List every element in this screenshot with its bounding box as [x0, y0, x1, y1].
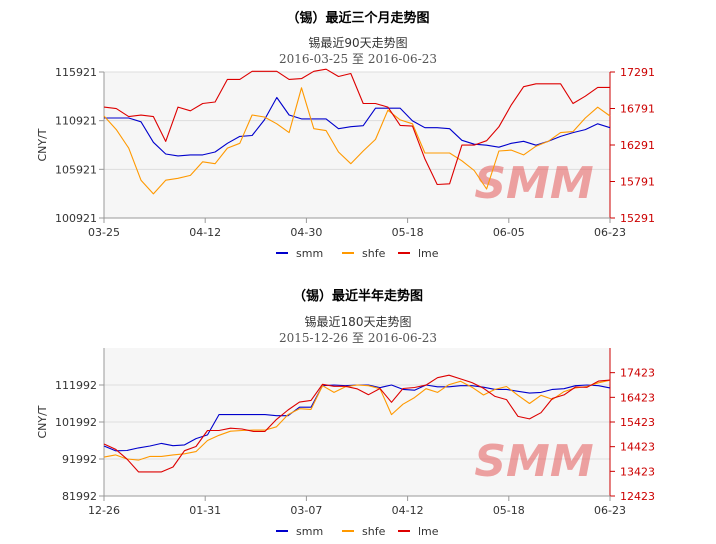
date-separator: 至: [351, 52, 364, 66]
left-axis-tick-label: 101992: [55, 416, 97, 429]
date-from: 2016-03-25: [278, 52, 349, 66]
y-axis-label: CNY/T: [36, 405, 49, 438]
right-axis-tick-label: 16791: [620, 103, 655, 116]
right-axis-tick-label: 13423: [620, 465, 655, 478]
plot-area: [104, 72, 610, 218]
x-axis-tick-label: 06-23: [594, 226, 626, 239]
date-to: 2016-06-23: [367, 331, 438, 345]
legend-label-shfe: shfe: [362, 247, 386, 260]
left-axis-tick-label: 91992: [62, 453, 97, 466]
legend-label-smm: smm: [296, 525, 323, 538]
series-line-smm: [103, 384, 611, 452]
plot-area: [104, 348, 610, 496]
chart-title: （锡）最近三个月走势图: [286, 11, 430, 26]
y-axis-label: CNY/T: [36, 128, 49, 161]
legend-label-smm: smm: [296, 247, 323, 260]
left-axis-tick-label: 111992: [55, 379, 97, 392]
left-axis-tick-label: 110921: [55, 115, 97, 128]
series-line-lme: [103, 374, 611, 473]
x-axis-tick-label: 05-18: [392, 226, 424, 239]
right-axis-tick-label: 16291: [620, 139, 655, 152]
date-from: 2015-12-26: [278, 331, 349, 345]
x-axis-tick-label: 04-12: [392, 504, 424, 517]
x-axis-tick-label: 05-18: [493, 504, 525, 517]
legend-label-lme: lme: [418, 525, 439, 538]
x-axis-tick-label: 04-30: [290, 226, 322, 239]
x-axis-tick-label: 01-31: [189, 504, 221, 517]
watermark-logo: SMM: [474, 158, 593, 209]
right-axis-tick-label: 15291: [620, 212, 655, 225]
series-line-shfe: [103, 379, 611, 461]
legend-label-lme: lme: [418, 247, 439, 260]
left-axis-tick-label: 115921: [55, 66, 97, 79]
right-axis-tick-label: 15791: [620, 176, 655, 189]
left-axis-tick-label: 105921: [55, 163, 97, 176]
date-to: 2016-06-23: [367, 52, 438, 66]
chart-title: （锡）最近半年走势图: [292, 289, 423, 304]
watermark-logo: SMM: [474, 436, 593, 487]
right-axis-tick-label: 17291: [620, 66, 655, 79]
right-axis-tick-label: 14423: [620, 441, 655, 454]
chart-panel-3m: （锡）最近三个月走势图 锡最近90天走势图 2016-03-25 至 2016-…: [0, 11, 716, 260]
right-axis-tick-label: 17423: [620, 367, 655, 380]
series-line-lme: [103, 68, 610, 186]
series-line-shfe: [103, 87, 611, 195]
line-chart: 100921 105921 110921 115921 15291 15791 16291 1…: [36, 66, 655, 260]
right-axis-tick-label: 15423: [620, 416, 655, 429]
chart-subtitle: 锡最近90天走势图: [308, 36, 408, 50]
x-axis-tick-label: 04-12: [189, 226, 221, 239]
right-axis-tick-label: 16423: [620, 391, 655, 404]
date-separator: 至: [351, 331, 364, 345]
left-axis-tick-label: 81992: [62, 490, 97, 503]
legend-label-shfe: shfe: [362, 525, 386, 538]
date-range: 2015-12-26 至 2016-06-23: [0, 329, 716, 346]
right-axis-tick-label: 12423: [620, 490, 655, 503]
series-line-smm: [104, 96, 611, 157]
x-axis-tick-label: 03-07: [290, 504, 322, 517]
date-range: 2016-03-25 至 2016-06-23: [0, 50, 716, 67]
chart-subtitle: 锡最近180天走势图: [304, 315, 412, 329]
left-axis-tick-label: 100921: [55, 212, 97, 225]
x-axis-tick-label: 12-26: [88, 504, 120, 517]
x-axis-tick-label: 03-25: [88, 226, 120, 239]
x-axis-tick-label: 06-05: [493, 226, 525, 239]
x-axis-tick-label: 06-23: [594, 504, 626, 517]
